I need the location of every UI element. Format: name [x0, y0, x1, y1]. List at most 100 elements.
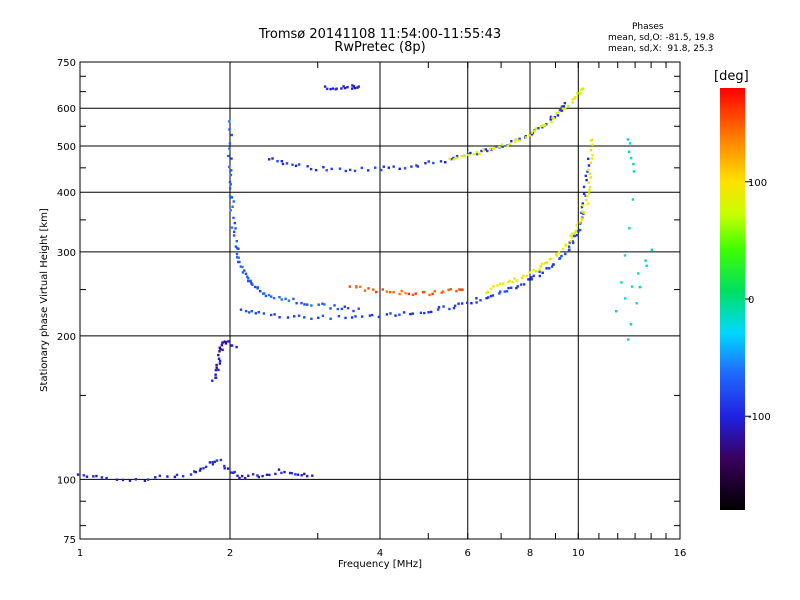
y-tick-label: 200	[57, 332, 76, 343]
scatter-point	[626, 138, 630, 141]
scatter-point	[128, 479, 132, 482]
scatter-point	[357, 307, 360, 310]
scatter-point	[620, 281, 623, 284]
scatter-point	[453, 158, 456, 161]
y-tick-label: 300	[57, 248, 76, 259]
scatter-point	[202, 467, 205, 470]
scatter-point	[268, 158, 271, 161]
scatter-point	[228, 165, 231, 169]
scatter-point	[82, 474, 85, 477]
scatter-point	[374, 166, 377, 169]
scatter-point	[288, 471, 292, 475]
scatter-point	[430, 310, 433, 314]
scatter-point	[349, 168, 352, 172]
scatter-point	[475, 301, 478, 304]
scatter-point	[644, 259, 647, 262]
phase-colorbar: 100 0 -100	[720, 88, 771, 510]
scatter-point	[338, 167, 342, 170]
scatter-point	[582, 192, 586, 195]
scatter-point	[193, 470, 196, 473]
scatter-point	[352, 85, 356, 88]
scatter-point	[317, 316, 320, 319]
scatter-point	[576, 92, 579, 95]
scatter-point	[247, 277, 250, 280]
scatter-point	[532, 269, 535, 272]
scatter-point	[333, 304, 336, 307]
scatter-point	[486, 149, 489, 153]
scatter-point	[570, 236, 574, 239]
scatter-point	[218, 350, 221, 353]
scatter-point	[283, 470, 286, 474]
scatter-point	[564, 252, 567, 256]
scatter-point	[247, 311, 251, 314]
scatter-point	[496, 284, 499, 287]
scatter-point	[428, 293, 431, 297]
scatter-point	[650, 248, 653, 251]
scatter-point	[219, 347, 222, 351]
scatter-point	[280, 160, 283, 163]
scatter-point	[340, 307, 344, 311]
scatter-point	[232, 200, 235, 203]
scatter-point	[498, 146, 501, 149]
scatter-point	[528, 271, 531, 274]
scatter-point	[589, 176, 592, 179]
scatter-point	[543, 262, 547, 265]
scatter-point	[580, 217, 583, 220]
scatter-point	[519, 283, 523, 286]
scatter-point	[381, 288, 384, 291]
scatter-point	[230, 471, 233, 474]
scatter-point	[246, 275, 249, 278]
scatter-point	[588, 188, 591, 191]
scatter-point	[520, 276, 524, 279]
scatter-point	[550, 120, 553, 123]
scatter-point	[217, 357, 221, 360]
scatter-point	[268, 473, 271, 477]
scatter-point	[557, 251, 561, 254]
scatter-point	[534, 127, 538, 130]
scatter-point	[278, 316, 281, 319]
scatter-point	[568, 248, 571, 251]
scatter-point	[218, 346, 221, 349]
scatter-point	[267, 293, 271, 297]
scatter-point	[457, 302, 460, 305]
scatter-point	[143, 479, 147, 482]
scatter-point	[296, 473, 300, 476]
scatter-point	[447, 288, 450, 292]
scatter-point	[262, 312, 266, 315]
scatter-point	[558, 109, 562, 112]
scatter-point	[541, 271, 544, 274]
scatter-point	[342, 85, 345, 88]
scatter-point	[234, 227, 237, 230]
scatter-point	[591, 143, 594, 146]
scatter-point	[485, 291, 488, 295]
scatter-point	[436, 308, 440, 311]
scatter-point	[415, 164, 418, 167]
scatter-point	[230, 344, 234, 347]
scatter-point	[221, 348, 224, 352]
scatter-point	[587, 181, 590, 184]
scatter-point	[452, 156, 455, 160]
scatter-point	[303, 316, 306, 319]
scatter-point	[528, 134, 531, 137]
scatter-point	[346, 307, 350, 310]
scatter-point	[238, 260, 241, 264]
scatter-point	[235, 256, 239, 259]
scatter-point	[549, 115, 553, 119]
scatter-point	[555, 254, 558, 257]
scatter-point	[271, 157, 274, 160]
scatter-point	[231, 205, 234, 208]
scatter-point	[311, 474, 314, 477]
scatter-point	[251, 283, 254, 286]
y-tick-label: 500	[57, 142, 76, 153]
scatter-point	[518, 139, 521, 142]
scatter-point	[448, 157, 451, 160]
scatter-point	[277, 468, 281, 471]
scatter-point	[286, 316, 290, 319]
scatter-point	[580, 205, 584, 209]
scatter-point	[356, 86, 359, 89]
scatter-point	[569, 240, 573, 243]
scatter-point	[372, 288, 375, 291]
scatter-point	[92, 475, 95, 478]
scatter-point	[292, 297, 295, 301]
scatter-point	[571, 101, 574, 104]
